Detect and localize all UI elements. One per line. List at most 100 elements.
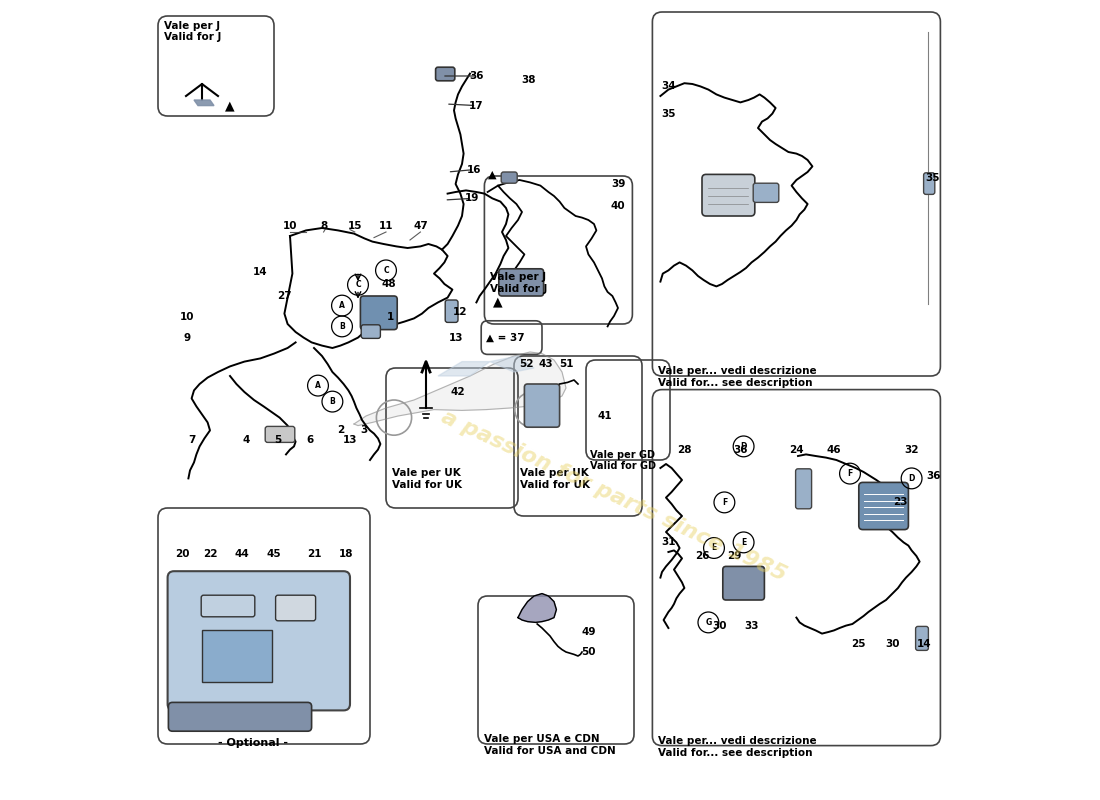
Text: Vale per... vedi descrizione
Valid for... see description: Vale per... vedi descrizione Valid for..… — [658, 366, 816, 388]
Text: 50: 50 — [581, 647, 596, 657]
Text: 1: 1 — [386, 312, 394, 322]
Polygon shape — [438, 362, 490, 376]
Text: 51: 51 — [559, 359, 573, 369]
FancyBboxPatch shape — [525, 384, 560, 427]
Text: D: D — [740, 442, 747, 451]
Text: 9: 9 — [184, 333, 190, 342]
FancyBboxPatch shape — [167, 571, 350, 710]
Text: 19: 19 — [464, 194, 478, 203]
Text: 15: 15 — [348, 221, 362, 230]
Text: G: G — [705, 618, 712, 627]
FancyBboxPatch shape — [502, 172, 517, 183]
Text: 10: 10 — [283, 221, 297, 230]
Text: 30: 30 — [713, 621, 727, 630]
FancyBboxPatch shape — [361, 325, 381, 338]
Text: F: F — [847, 469, 852, 478]
Text: 21: 21 — [307, 549, 321, 558]
FancyBboxPatch shape — [795, 469, 812, 509]
Text: A: A — [339, 301, 345, 310]
Text: A: A — [315, 381, 321, 390]
Text: 44: 44 — [234, 549, 250, 558]
FancyBboxPatch shape — [202, 630, 273, 682]
FancyBboxPatch shape — [201, 595, 255, 617]
Text: ▲: ▲ — [226, 99, 234, 112]
Text: E: E — [741, 538, 746, 547]
FancyBboxPatch shape — [723, 566, 764, 600]
Text: 16: 16 — [466, 165, 482, 174]
Text: 31: 31 — [661, 538, 675, 547]
Text: 2: 2 — [337, 425, 344, 434]
Polygon shape — [490, 356, 534, 372]
Text: 17: 17 — [469, 101, 484, 110]
Text: 41: 41 — [597, 411, 612, 421]
Text: 49: 49 — [581, 627, 596, 637]
FancyBboxPatch shape — [361, 296, 397, 330]
Text: Vale per J
Valid for J: Vale per J Valid for J — [490, 272, 548, 294]
Text: 33: 33 — [745, 621, 759, 630]
Text: Vale per USA e CDN
Valid for USA and CDN: Vale per USA e CDN Valid for USA and CDN — [484, 734, 616, 756]
FancyBboxPatch shape — [754, 183, 779, 202]
Text: 29: 29 — [727, 551, 741, 561]
Text: Vale per... vedi descrizione
Valid for... see description: Vale per... vedi descrizione Valid for..… — [658, 736, 816, 758]
Text: 13: 13 — [343, 435, 358, 445]
Polygon shape — [354, 352, 566, 426]
Polygon shape — [518, 594, 557, 622]
FancyBboxPatch shape — [168, 702, 311, 731]
Text: 14: 14 — [253, 267, 267, 277]
Text: 13: 13 — [449, 333, 463, 342]
Text: 11: 11 — [378, 221, 394, 230]
Text: C: C — [355, 280, 361, 290]
Text: 45: 45 — [266, 549, 282, 558]
Polygon shape — [194, 100, 214, 106]
Text: 3: 3 — [361, 425, 368, 434]
Text: 47: 47 — [412, 221, 428, 230]
FancyBboxPatch shape — [702, 174, 755, 216]
FancyBboxPatch shape — [915, 626, 928, 650]
Text: 22: 22 — [202, 549, 218, 558]
Text: 38: 38 — [521, 75, 536, 85]
FancyBboxPatch shape — [498, 269, 543, 296]
FancyBboxPatch shape — [436, 67, 454, 81]
Text: 34: 34 — [661, 82, 675, 91]
Text: 35: 35 — [925, 173, 939, 182]
Text: 35: 35 — [661, 109, 675, 118]
Text: a passion for parts since 1985: a passion for parts since 1985 — [438, 407, 790, 585]
Text: 36: 36 — [469, 71, 484, 81]
Text: C: C — [383, 266, 388, 275]
Text: - Optional -: - Optional - — [218, 738, 288, 747]
Text: 24: 24 — [789, 445, 804, 454]
FancyBboxPatch shape — [859, 482, 909, 530]
Text: 30: 30 — [886, 639, 900, 649]
Text: B: B — [330, 397, 336, 406]
Text: 25: 25 — [850, 639, 866, 649]
Text: 36: 36 — [733, 445, 748, 454]
Text: 20: 20 — [175, 549, 189, 558]
FancyBboxPatch shape — [276, 595, 316, 621]
Text: 39: 39 — [610, 179, 625, 189]
Text: 10: 10 — [179, 312, 194, 322]
Text: 42: 42 — [451, 387, 465, 397]
Text: 23: 23 — [893, 498, 907, 507]
Text: 7: 7 — [188, 435, 196, 445]
Text: E: E — [712, 543, 716, 553]
Text: 6: 6 — [307, 435, 314, 445]
Text: ▲: ▲ — [488, 170, 496, 179]
Text: 27: 27 — [277, 291, 292, 301]
Text: 40: 40 — [610, 202, 625, 211]
Text: 32: 32 — [904, 445, 918, 454]
FancyBboxPatch shape — [265, 426, 295, 442]
Text: B: B — [339, 322, 345, 331]
Text: Vale per J
Valid for J: Vale per J Valid for J — [164, 21, 221, 42]
Text: ▲ = 37: ▲ = 37 — [486, 333, 525, 342]
Text: 46: 46 — [827, 445, 842, 454]
FancyBboxPatch shape — [924, 173, 935, 194]
FancyBboxPatch shape — [446, 300, 458, 322]
Text: 26: 26 — [695, 551, 710, 561]
Text: F: F — [722, 498, 727, 507]
Text: Vale per UK
Valid for UK: Vale per UK Valid for UK — [519, 468, 590, 490]
Text: 43: 43 — [539, 359, 553, 369]
Text: 18: 18 — [339, 549, 353, 558]
Text: Vale per GD
Valid for GD: Vale per GD Valid for GD — [590, 450, 656, 471]
Text: 4: 4 — [242, 435, 250, 445]
Text: 28: 28 — [678, 445, 692, 454]
